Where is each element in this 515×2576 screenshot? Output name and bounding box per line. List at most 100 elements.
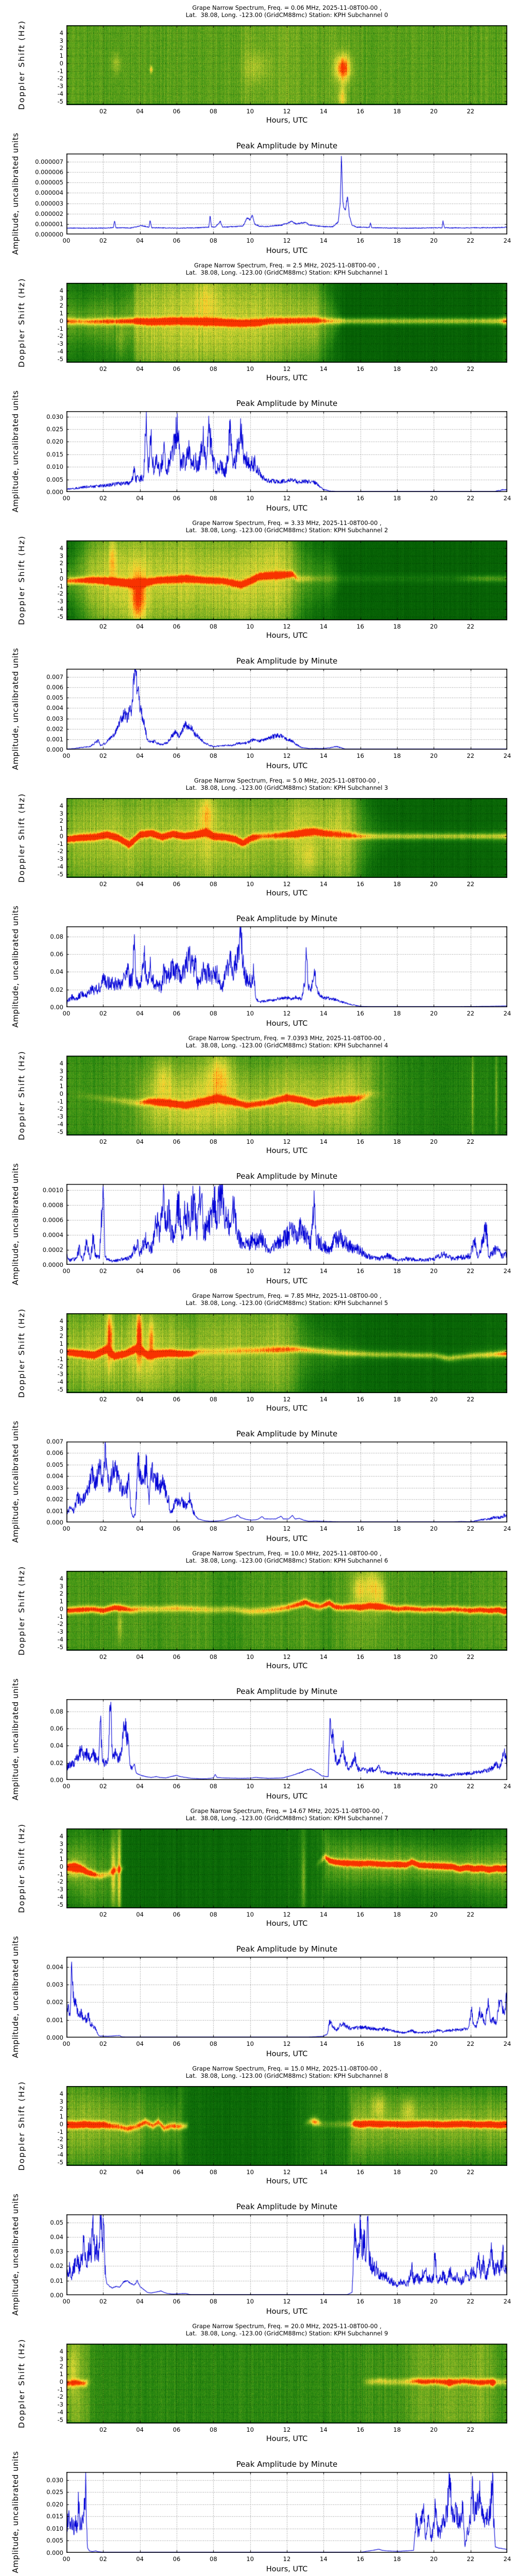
hours-x-tick-label: 22 bbox=[467, 1267, 474, 1275]
amplitude-figure: Peak Amplitude by Minute Amplitude, uncal… bbox=[0, 2447, 515, 2576]
doppler-y-tick-label: -2 bbox=[57, 1620, 63, 1628]
doppler-y-tick-label: 2 bbox=[59, 1332, 63, 1340]
hours-x-tick-label: 20 bbox=[430, 1396, 438, 1403]
channel-block: Grape Narrow Spectrum, Freq. = 15.0 MHz,… bbox=[0, 2061, 515, 2318]
amplitude-canvas bbox=[66, 411, 507, 492]
hours-axis-label: Hours, UTC bbox=[266, 889, 308, 897]
amplitude-figure: Peak Amplitude by Minute Amplitude, uncal… bbox=[0, 129, 515, 258]
doppler-y-tick-label: -1 bbox=[57, 1097, 63, 1105]
hours-x-tick-label: 18 bbox=[393, 2426, 401, 2433]
doppler-y-tick-label: -1 bbox=[57, 325, 63, 332]
hours-x-tick-label: 02 bbox=[99, 2040, 107, 2047]
hours-x-tick-label: 02 bbox=[99, 880, 107, 888]
hours-x-tick-label: 18 bbox=[393, 2298, 401, 2305]
hours-x-tick-label: 06 bbox=[173, 623, 181, 630]
hours-x-tick-label: 22 bbox=[467, 1911, 474, 1918]
hours-x-tick-label: 02 bbox=[99, 2168, 107, 2176]
hours-x-tick-label: 02 bbox=[99, 1010, 107, 1017]
doppler-y-tick-label: -4 bbox=[57, 2150, 63, 2158]
hours-x-tick-label: 14 bbox=[320, 1783, 328, 1790]
hours-x-tick-label: 04 bbox=[136, 1911, 144, 1918]
hours-x-tick-label: 16 bbox=[356, 2426, 364, 2433]
amplitude-y-tick-label: 0.000 bbox=[46, 2549, 63, 2556]
hours-x-tick-label: 06 bbox=[173, 237, 181, 244]
channel-block: Grape Narrow Spectrum, Freq. = 2.5 MHz, … bbox=[0, 258, 515, 515]
hours-x-tick-label: 12 bbox=[283, 2298, 291, 2305]
amplitude-canvas bbox=[66, 1699, 507, 1780]
hours-x-tick-label: 18 bbox=[393, 1911, 401, 1918]
hours-x-tick-label: 02 bbox=[99, 108, 107, 115]
doppler-y-tick-label: -3 bbox=[57, 1370, 63, 1378]
hours-x-tick-label: 04 bbox=[136, 1010, 144, 1017]
hours-x-tick-label: 14 bbox=[320, 1138, 328, 1145]
doppler-y-tick-label: 0 bbox=[59, 1862, 63, 1870]
hours-x-tick-label: 12 bbox=[283, 108, 291, 115]
hours-x-tick-label: 00 bbox=[62, 495, 71, 502]
hours-x-tick-label: 04 bbox=[136, 237, 144, 244]
amplitude-title: Peak Amplitude by Minute bbox=[236, 914, 338, 923]
doppler-y-tick-label: -1 bbox=[57, 2385, 63, 2393]
hours-x-tick-label: 18 bbox=[393, 1783, 401, 1790]
hours-x-tick-label: 20 bbox=[430, 1010, 438, 1017]
amplitude-y-tick-label: 0.004 bbox=[46, 704, 63, 712]
doppler-y-tick-label: -5 bbox=[57, 97, 63, 105]
amplitude-canvas bbox=[66, 669, 507, 750]
hours-x-tick-label: 20 bbox=[430, 623, 438, 630]
hours-x-tick-label: 18 bbox=[393, 1396, 401, 1403]
doppler-y-tick-label: -4 bbox=[57, 1893, 63, 1901]
doppler-y-tick-label: -5 bbox=[57, 1128, 63, 1136]
doppler-y-tick-label: -1 bbox=[57, 1870, 63, 1878]
amplitude-y-tick-label: 0.02 bbox=[50, 1759, 63, 1767]
hours-axis-label: Hours, UTC bbox=[266, 247, 308, 255]
hours-x-tick-label: 14 bbox=[320, 108, 328, 115]
hours-x-tick-label: 16 bbox=[356, 1267, 364, 1275]
doppler-y-tick-label: 0 bbox=[59, 832, 63, 840]
channel-block: Grape Narrow Spectrum, Freq. = 14.67 MHz… bbox=[0, 1803, 515, 2061]
amplitude-y-tick-label: 0.000005 bbox=[35, 179, 63, 187]
hours-x-tick-label: 06 bbox=[173, 1525, 181, 1532]
hours-x-tick-label: 20 bbox=[430, 495, 438, 502]
hours-x-tick-label: 12 bbox=[283, 1783, 291, 1790]
hours-x-tick-label: 16 bbox=[356, 365, 364, 372]
amplitude-y-tick-label: 0.04 bbox=[50, 1742, 63, 1750]
hours-x-tick-label: 20 bbox=[430, 1911, 438, 1918]
spectrogram-canvas bbox=[66, 798, 507, 878]
hours-axis-label: Hours, UTC bbox=[266, 1147, 308, 1155]
hours-x-tick-label: 20 bbox=[430, 2298, 438, 2305]
doppler-y-tick-label: -2 bbox=[57, 1878, 63, 1886]
hours-x-tick-label: 02 bbox=[99, 495, 107, 502]
hours-x-tick-label: 16 bbox=[356, 1010, 364, 1017]
hours-x-tick-label: 08 bbox=[210, 1138, 217, 1145]
doppler-y-tick-label: -5 bbox=[57, 1385, 63, 1393]
hours-x-tick-label: 18 bbox=[393, 1010, 401, 1017]
amplitude-y-tick-label: 0.020 bbox=[46, 2500, 63, 2508]
hours-x-tick-label: 24 bbox=[503, 752, 511, 759]
hours-x-tick-label: 12 bbox=[283, 1267, 291, 1275]
doppler-y-tick-label: 4 bbox=[59, 2090, 63, 2097]
spectrogram-figure: Grape Narrow Spectrum, Freq. = 3.33 MHz,… bbox=[0, 515, 515, 644]
spectrogram-title-line1: Grape Narrow Spectrum, Freq. = 0.06 MHz,… bbox=[192, 4, 382, 11]
channel-block: Grape Narrow Spectrum, Freq. = 0.06 MHz,… bbox=[0, 0, 515, 258]
doppler-y-tick-label: 3 bbox=[59, 1067, 63, 1075]
doppler-y-tick-label: -2 bbox=[57, 848, 63, 855]
amplitude-y-tick-label: 0.04 bbox=[50, 2233, 63, 2241]
hours-x-tick-label: 12 bbox=[283, 495, 291, 502]
doppler-y-tick-label: 4 bbox=[59, 1317, 63, 1325]
amplitude-canvas bbox=[66, 154, 507, 234]
hours-x-tick-label: 04 bbox=[136, 2040, 144, 2047]
amplitude-title: Peak Amplitude by Minute bbox=[236, 1944, 338, 1954]
amplitude-y-tick-label: 0.02 bbox=[50, 2262, 63, 2270]
amplitude-y-tick-label: 0.000 bbox=[46, 488, 63, 496]
hours-x-tick-label: 20 bbox=[430, 2426, 438, 2433]
hours-x-tick-label: 06 bbox=[173, 1138, 181, 1145]
hours-x-tick-label: 22 bbox=[467, 623, 474, 630]
hours-x-tick-label: 00 bbox=[62, 2555, 71, 2563]
doppler-y-tick-label: 2 bbox=[59, 44, 63, 52]
doppler-y-tick-label: 1 bbox=[59, 1855, 63, 1863]
doppler-y-tick-label: -3 bbox=[57, 855, 63, 863]
spectrogram-figure: Grape Narrow Spectrum, Freq. = 2.5 MHz, … bbox=[0, 258, 515, 386]
doppler-y-tick-label: 1 bbox=[59, 2370, 63, 2378]
amplitude-y-tick-label: 0.00 bbox=[50, 1004, 63, 1011]
hours-axis-label: Hours, UTC bbox=[266, 632, 308, 640]
hours-x-tick-label: 06 bbox=[173, 1653, 181, 1660]
